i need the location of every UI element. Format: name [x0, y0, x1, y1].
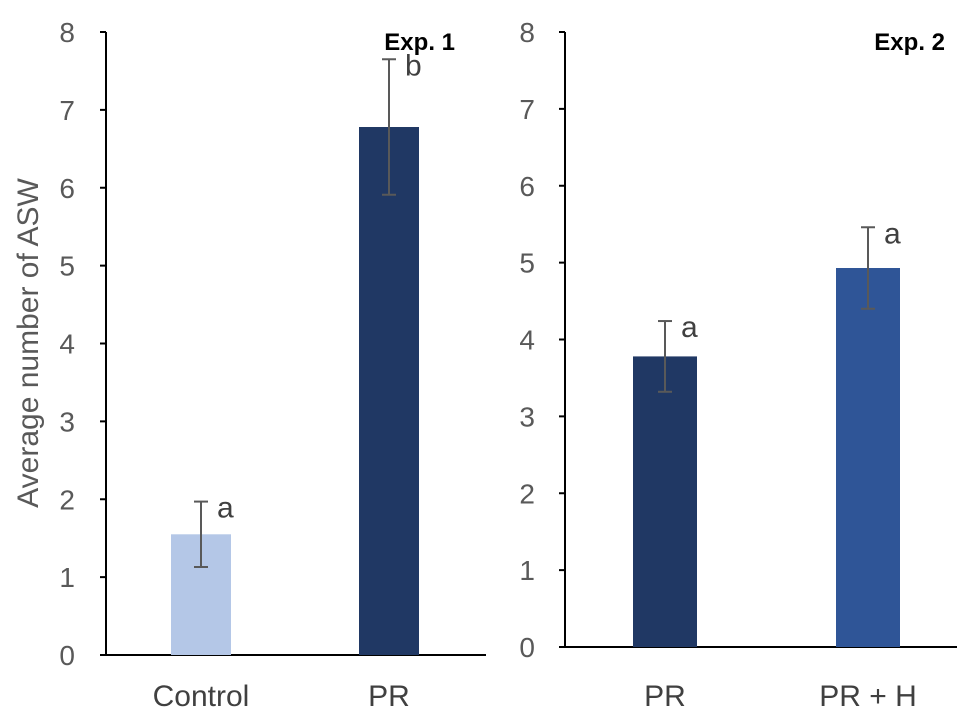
y-tick-label: 4	[519, 325, 535, 356]
y-tick-label: 4	[59, 329, 75, 360]
y-tick-label: 8	[519, 17, 535, 48]
significance-letter: a	[884, 217, 901, 250]
y-tick-label: 2	[519, 478, 535, 509]
y-tick-label: 1	[519, 555, 535, 586]
category-label: PR	[644, 680, 686, 709]
y-tick-label: 7	[59, 95, 75, 126]
category-label: Control	[153, 680, 250, 709]
chart-panel-exp-2: 0 1 2 3 4 5 6 7 8 a PR a PR + H Exp. 2	[519, 17, 957, 709]
y-tick-label: 2	[59, 484, 75, 515]
y-axis-label: Average number of ASW	[12, 178, 45, 508]
significance-letter: b	[405, 49, 422, 82]
chart-panel-exp-1: 0 1 2 3 4 5 6 7 8 a Control b PR Exp. 1 Average number…	[12, 17, 486, 709]
y-tick-label: 8	[59, 17, 75, 48]
y-tick-label: 1	[59, 562, 75, 593]
y-tick-label: 0	[519, 632, 535, 663]
category-label: PR	[368, 680, 410, 709]
y-tick-label: 5	[59, 251, 75, 282]
y-tick-label: 6	[59, 173, 75, 204]
bar	[633, 356, 697, 647]
significance-letter: a	[217, 492, 234, 525]
bar	[836, 268, 900, 647]
y-tick-label: 3	[519, 401, 535, 432]
chart-title: Exp. 2	[874, 29, 945, 56]
bar	[359, 127, 419, 655]
y-tick-label: 3	[59, 406, 75, 437]
chart-title: Exp. 1	[384, 29, 455, 56]
y-tick-label: 7	[519, 94, 535, 125]
significance-letter: a	[681, 311, 698, 344]
y-tick-label: 0	[59, 640, 75, 671]
y-tick-label: 6	[519, 171, 535, 202]
y-tick-label: 5	[519, 248, 535, 279]
category-label: PR + H	[819, 680, 917, 709]
